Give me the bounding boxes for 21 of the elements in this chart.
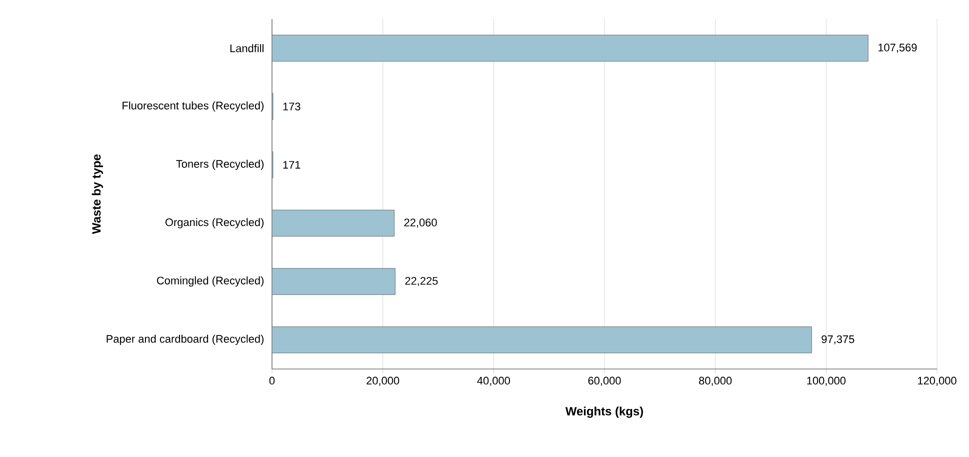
y-tick-label: Comingled (Recycled) [156,276,264,287]
x-tick-label: 40,000 [477,376,510,386]
x-tick-label: 80,000 [699,376,732,386]
x-tick-label: 0 [269,376,275,385]
y-tick-label: Landfill [230,44,264,52]
data-label: 171 [283,161,300,169]
data-label: 22,060 [404,218,437,228]
x-tick-label: 60,000 [588,376,621,386]
y-tick-label: Organics (Recycled) [165,218,264,228]
x-axis-title: Weights (kgs) [565,406,643,418]
y-tick-label: Toners (Recycled) [176,160,264,170]
data-label: 107,569 [878,44,917,53]
data-label: 173 [283,102,300,110]
y-axis-title: Waste by type [92,154,104,234]
data-label: 97,375 [822,335,854,344]
y-tick-label: Fluorescent tubes (Recycled) [122,101,264,112]
x-tick-label: 20,000 [366,376,400,386]
data-label: 22,225 [405,276,438,286]
x-tick-label: 100,000 [807,376,846,386]
x-tick-label: 120,000 [918,376,956,386]
y-tick-label: Paper and cardboard (Recycled) [106,334,264,345]
